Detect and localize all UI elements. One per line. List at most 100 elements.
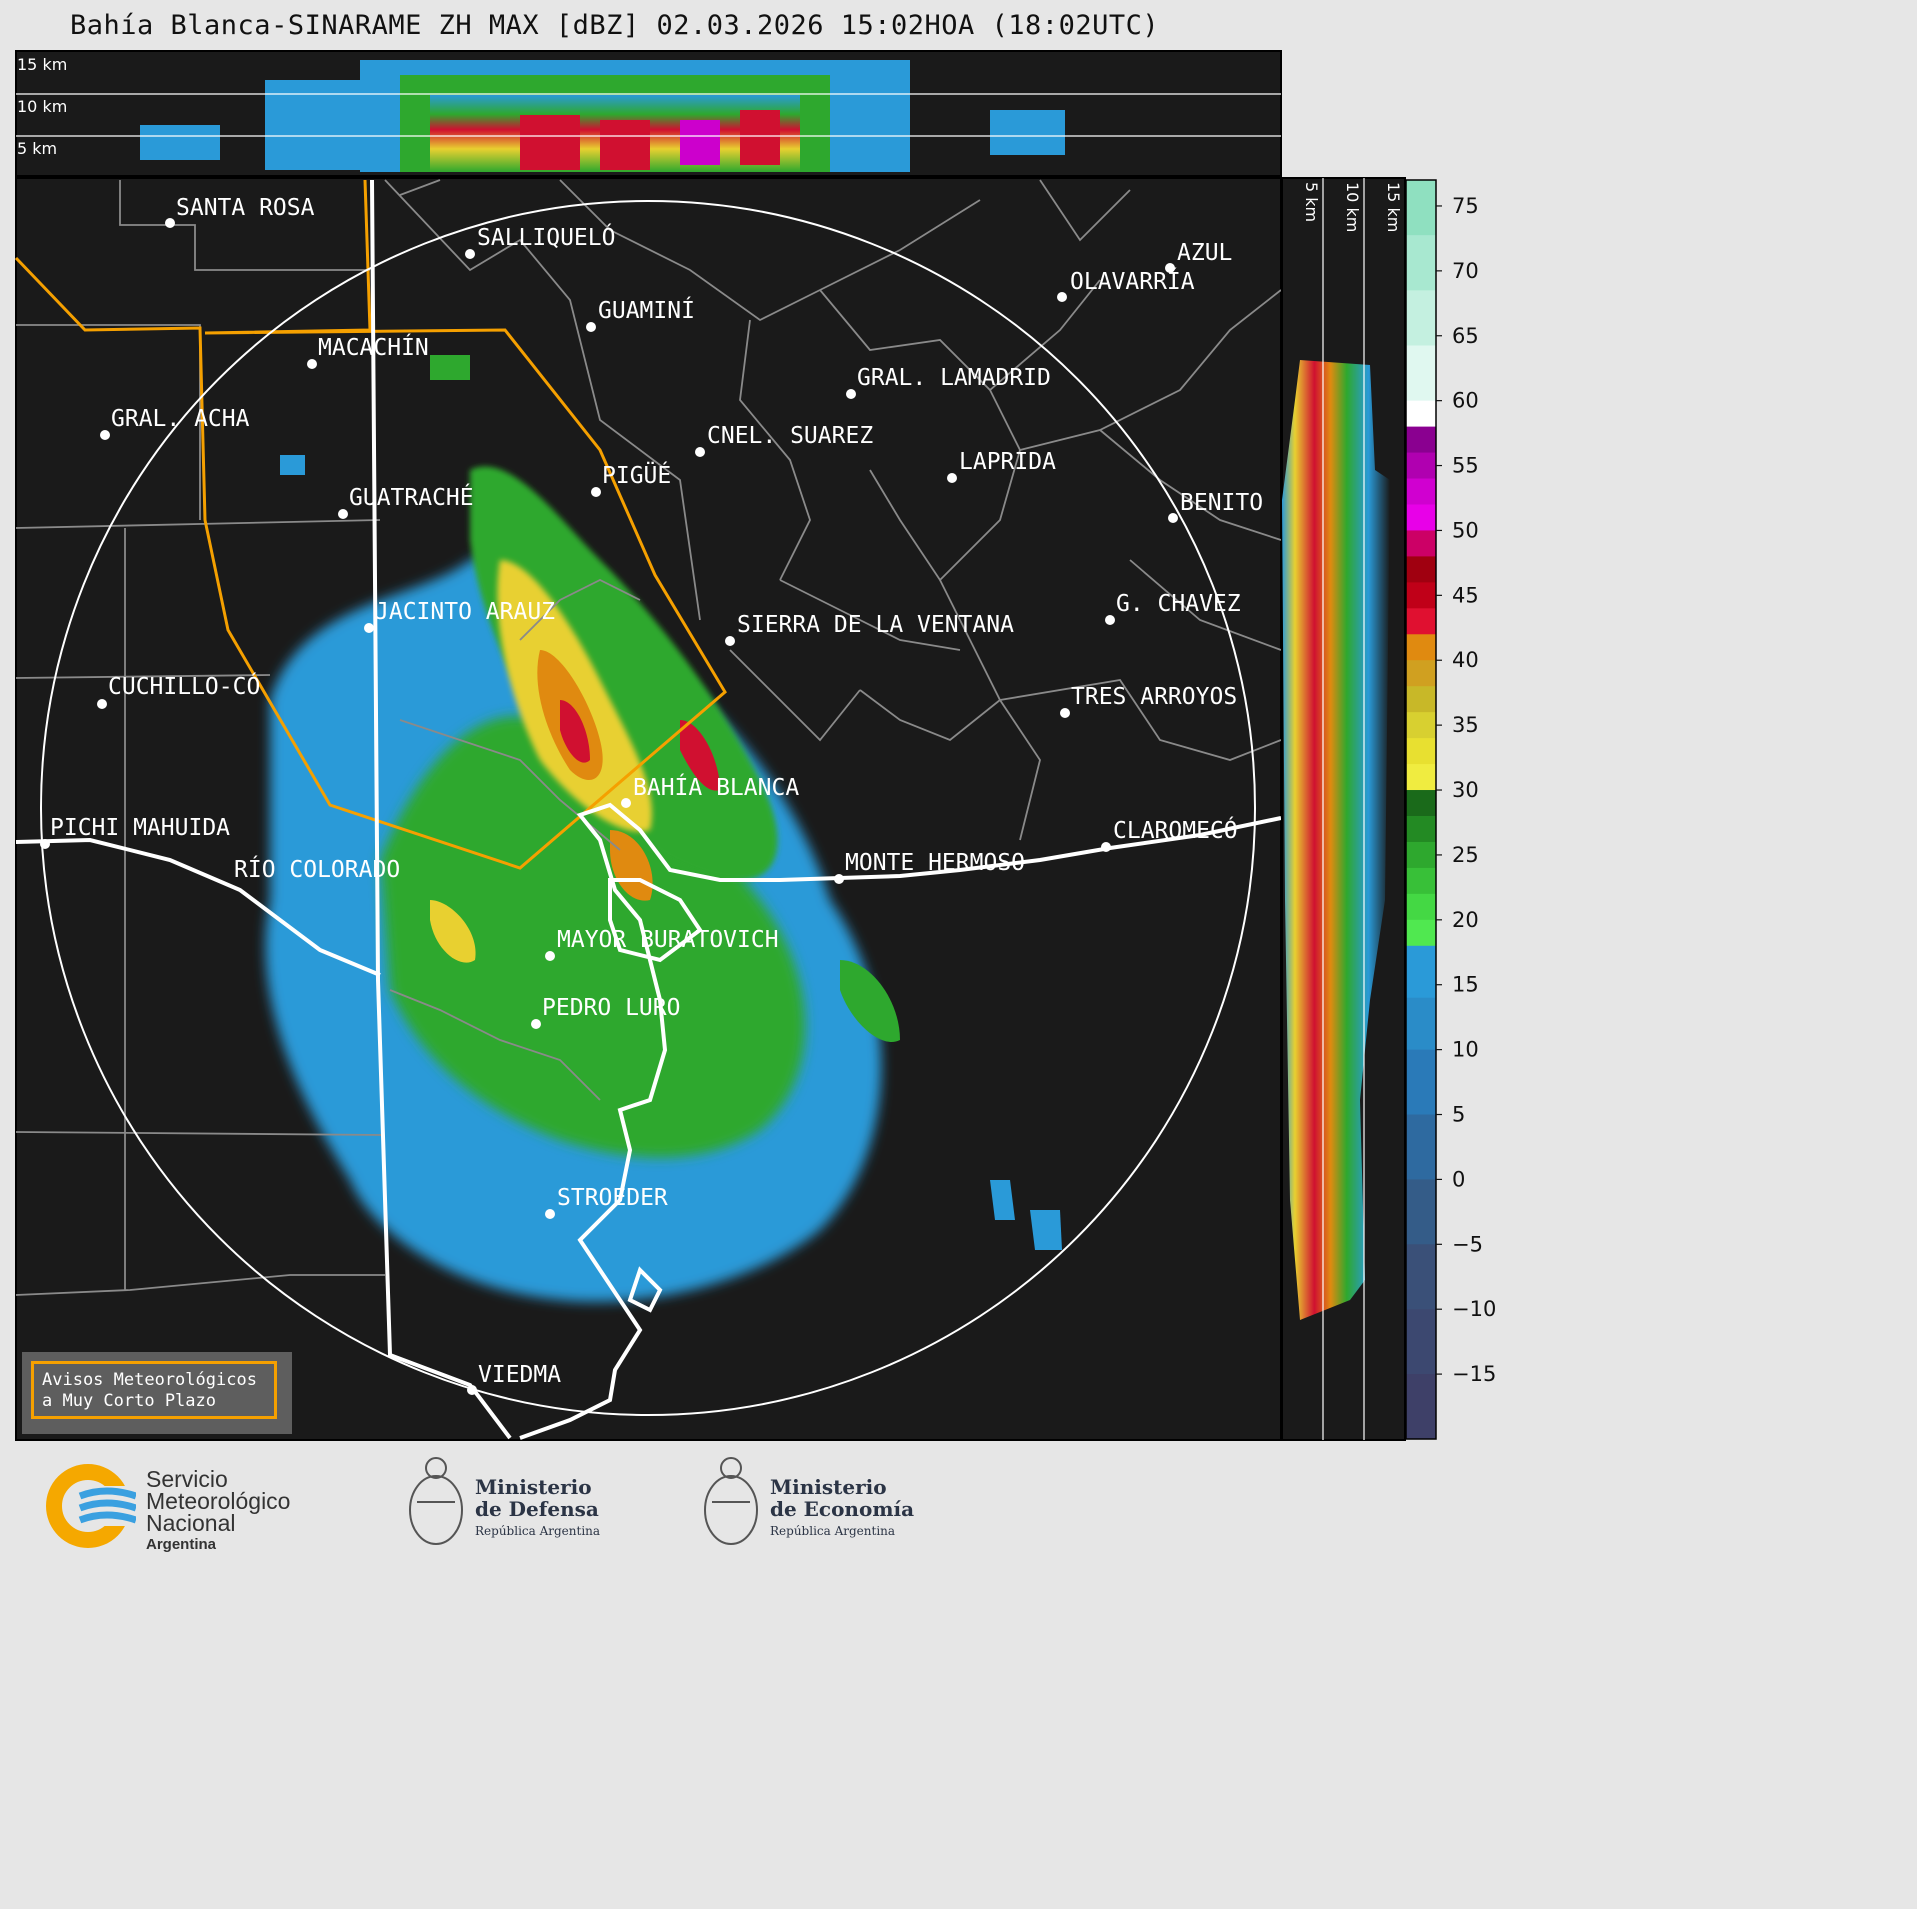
- warning-box-line1: Avisos Meteorológicos: [42, 1370, 257, 1390]
- side-height-15km: 15 km: [1384, 182, 1403, 232]
- city-pedro-luro: PEDRO LURO: [542, 995, 680, 1021]
- colorbar-tick-label: 75: [1452, 194, 1479, 218]
- colorbar-band: [1406, 478, 1436, 505]
- colorbar-tick-label: 10: [1452, 1038, 1479, 1062]
- city-macachin: MACACHÍN: [318, 333, 429, 361]
- colorbar-band: [1406, 180, 1436, 236]
- colorbar-tick-label: 35: [1452, 713, 1479, 737]
- city-guatrache: GUATRACHÉ: [349, 483, 474, 511]
- defensa-line2: de Defensa: [475, 1497, 599, 1521]
- city-cuchillo-co: CUCHILLO-CÓ: [108, 672, 260, 700]
- city-sierra-de-la-ventana: SIERRA DE LA VENTANA: [737, 612, 1014, 638]
- colorbar-band: [1406, 764, 1436, 791]
- national-coat-of-arms-icon: [409, 1457, 463, 1545]
- colorbar-band: [1406, 345, 1436, 402]
- colorbar-band: [1406, 893, 1436, 921]
- city-claromeco: CLAROMECÓ: [1113, 816, 1238, 844]
- city-markers: [40, 218, 1178, 1395]
- city-salliquelo: SALLIQUELÓ: [477, 223, 615, 251]
- colorbar-tick-label: 15: [1452, 973, 1479, 997]
- city-viedma: VIEDMA: [478, 1362, 561, 1388]
- city-bahia-blanca: BAHÍA BLANCA: [633, 773, 799, 801]
- colorbar-bands: [1406, 180, 1436, 1440]
- reflectivity-echoes: [265, 355, 1062, 1302]
- colorbar-tick-label: 20: [1452, 908, 1479, 932]
- colorbar-band: [1406, 290, 1436, 346]
- city-jacinto-arauz: JACINTO ARAUZ: [375, 599, 555, 625]
- colorbar-band: [1406, 919, 1436, 947]
- colorbar-tick-label: 0: [1452, 1167, 1465, 1191]
- colorbar-band: [1406, 426, 1436, 454]
- side-height-panel: 5 km 10 km 15 km: [1281, 177, 1406, 1441]
- colorbar-band: [1406, 738, 1436, 765]
- colorbar-band: [1406, 530, 1436, 557]
- top-panel-echoes: [140, 60, 1065, 172]
- city-labels: SANTA ROSA SALLIQUELÓ AZUL OLAVARRÍA GUA…: [50, 195, 1263, 1388]
- colorbar-band: [1406, 1309, 1436, 1375]
- colorbar-band: [1406, 1374, 1436, 1440]
- colorbar-band: [1406, 686, 1436, 713]
- colorbar-band: [1406, 1114, 1436, 1180]
- colorbar-band: [1406, 945, 1436, 999]
- city-monte-hermoso: MONTE HERMOSO: [845, 850, 1025, 876]
- radar-range-ring: [40, 200, 1256, 1416]
- colorbar-tick-label: 70: [1452, 259, 1479, 283]
- colorbar-tick-label: −10: [1452, 1297, 1496, 1321]
- city-pigue: PIGÜÉ: [602, 461, 671, 489]
- top-height-15km: 15 km: [17, 55, 67, 74]
- map-panel: SANTA ROSA SALLIQUELÓ AZUL OLAVARRÍA GUA…: [14, 177, 1282, 1441]
- city-azul: AZUL: [1177, 240, 1232, 266]
- colorbar-band: [1406, 660, 1436, 687]
- city-benito: BENITO: [1180, 490, 1263, 516]
- warning-box-line2: a Muy Corto Plazo: [42, 1391, 216, 1411]
- colorbar-tick-label: 60: [1452, 389, 1479, 413]
- smn-name-line2: Meteorológico: [146, 1488, 291, 1514]
- smn-name-line3: Nacional: [146, 1510, 236, 1536]
- top-height-5km: 5 km: [17, 139, 57, 158]
- city-gral-lamadrid: GRAL. LAMADRID: [857, 365, 1051, 391]
- national-coat-of-arms-icon: [704, 1457, 758, 1545]
- colorbar-band: [1406, 790, 1436, 817]
- colorbar-band: [1406, 504, 1436, 531]
- city-guamini: GUAMINÍ: [598, 296, 695, 324]
- city-santa-rosa: SANTA ROSA: [176, 195, 315, 221]
- side-panel-echoes: [1282, 360, 1390, 1320]
- top-height-10km: 10 km: [17, 97, 67, 116]
- province-boundary-white: [15, 179, 1282, 1440]
- top-height-panel: 15 km 10 km 5 km: [15, 50, 1282, 177]
- colorbar-band: [1406, 841, 1436, 869]
- colorbar-band: [1406, 400, 1436, 428]
- colorbar-band: [1406, 608, 1436, 635]
- city-pichi-mahuida: PICHI MAHUIDA: [50, 815, 230, 841]
- colorbar-tick-label: 45: [1452, 583, 1479, 607]
- colorbar-band: [1406, 452, 1436, 480]
- city-cnel-suarez: CNEL. SUAREZ: [707, 423, 873, 449]
- radar-figure: 15 km 10 km 5 km: [14, 50, 1496, 1441]
- colorbar-tick-label: 55: [1452, 454, 1479, 478]
- colorbar-tick-label: 50: [1452, 518, 1479, 542]
- colorbar-tick-label: −15: [1452, 1362, 1496, 1386]
- colorbar-tick-label: 40: [1452, 648, 1479, 672]
- colorbar-band: [1406, 712, 1436, 739]
- city-tres-arroyos: TRES ARROYOS: [1071, 684, 1237, 710]
- city-olavarria: OLAVARRÍA: [1070, 267, 1195, 295]
- smn-logo: Servicio Meteorológico Nacional Argentin…: [46, 1460, 346, 1553]
- economia-line2: de Economía: [770, 1497, 915, 1521]
- warning-box[interactable]: Avisos Meteorológicos a Muy Corto Plazo: [22, 1352, 292, 1434]
- city-stroeder: STROEDER: [557, 1185, 668, 1211]
- city-g-chavez: G. CHAVEZ: [1116, 591, 1241, 617]
- city-gral-acha: GRAL. ACHA: [111, 406, 250, 432]
- colorbar-band: [1406, 582, 1436, 609]
- colorbar-tick-label: 25: [1452, 843, 1479, 867]
- side-height-10km: 10 km: [1343, 182, 1362, 232]
- colorbar-band: [1406, 1244, 1436, 1310]
- colorbar-tick-label: 5: [1452, 1103, 1465, 1127]
- colorbar-band: [1406, 1179, 1436, 1245]
- smn-emblem-icon: [46, 1464, 136, 1548]
- economia-sub: República Argentina: [770, 1524, 896, 1538]
- colorbar-tick-label: −5: [1452, 1232, 1483, 1256]
- city-laprida: LAPRIDA: [959, 449, 1056, 475]
- colorbar-tick-label: 30: [1452, 778, 1479, 802]
- side-height-5km: 5 km: [1302, 182, 1321, 222]
